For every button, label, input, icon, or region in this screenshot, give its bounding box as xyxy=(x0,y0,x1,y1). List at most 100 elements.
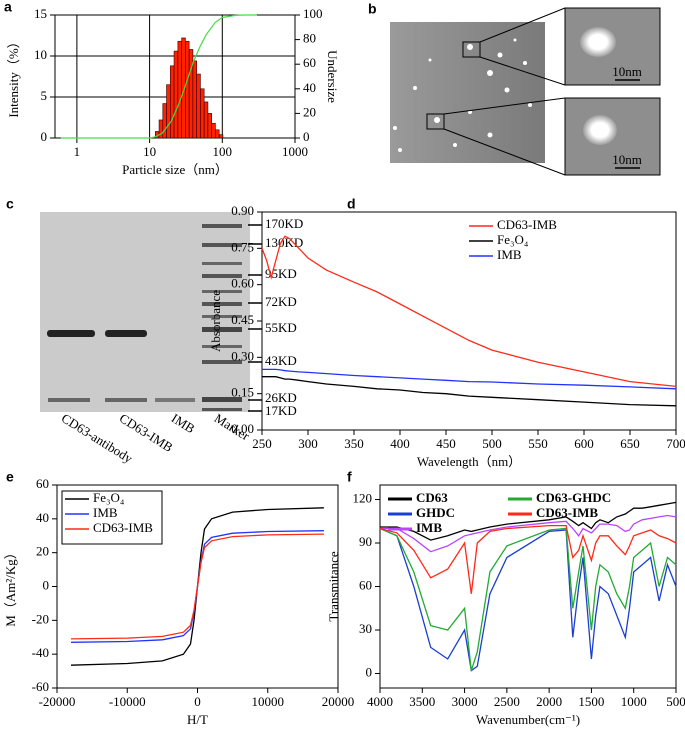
x-tick-label: 300 xyxy=(298,436,318,451)
y-tick-label: 20 xyxy=(36,544,49,559)
bar xyxy=(173,50,179,139)
bar xyxy=(162,103,167,139)
series-line xyxy=(379,527,677,672)
bar xyxy=(185,40,190,139)
particle xyxy=(583,115,617,145)
bar xyxy=(166,84,171,139)
x-tick-label: 500 xyxy=(482,436,502,451)
plot-frame xyxy=(261,211,677,431)
y2-tick-label: 0 xyxy=(303,129,310,144)
scale-label: 10nm xyxy=(612,152,642,167)
bar xyxy=(215,129,220,139)
x-tick-label: 700 xyxy=(666,436,685,451)
y2-tick-label: 60 xyxy=(303,55,316,70)
x-axis-label: H/T xyxy=(187,712,208,727)
series-line xyxy=(380,514,677,553)
x-tick-label: 1500 xyxy=(578,694,604,709)
y-tick-label: 120 xyxy=(353,490,373,505)
x-tick-label: 450 xyxy=(436,436,456,451)
series-line xyxy=(380,501,677,541)
y-axis-label: M（Am²/Kg） xyxy=(3,546,18,626)
marker-label: 170KD xyxy=(265,216,303,231)
series-line xyxy=(261,235,677,388)
y-axis-label: Intensity（%） xyxy=(6,35,21,117)
zoom-box xyxy=(462,41,481,58)
y-tick-label: 5 xyxy=(41,88,48,103)
y-axis-label: Transmitance xyxy=(326,551,341,622)
bar xyxy=(207,113,212,139)
legend-label: CD63-IMB xyxy=(536,505,598,520)
x-tick-label: 2000 xyxy=(536,694,562,709)
y2-axis-label: Undersize xyxy=(325,50,340,103)
y-tick-label: 0.45 xyxy=(231,312,254,327)
x-tick-label: 4000 xyxy=(367,694,393,709)
legend-label: IMB xyxy=(93,505,118,520)
zoom-box xyxy=(426,113,445,130)
bar xyxy=(158,119,164,139)
x-tick-label: 500 xyxy=(666,694,685,709)
y2-tick-label: 20 xyxy=(303,104,316,119)
series-line xyxy=(70,533,324,640)
legend-label: Fe₃O₄ xyxy=(93,490,125,505)
x-tick-label: 1 xyxy=(74,144,81,159)
x-tick-label: 250 xyxy=(252,436,272,451)
marker-label: 43KD xyxy=(265,353,297,368)
x-tick-label: 550 xyxy=(528,436,548,451)
legend-label: IMB xyxy=(497,247,522,262)
x-tick-label: -10000 xyxy=(109,694,146,709)
x-tick-label: 100 xyxy=(213,144,233,159)
x-tick-label: -20000 xyxy=(39,694,76,709)
panel-letter: d xyxy=(347,196,356,212)
x-axis-label: Particle size（nm） xyxy=(122,162,228,177)
scale-label: 10nm xyxy=(612,64,642,79)
series-line xyxy=(379,527,677,671)
bar xyxy=(170,65,175,139)
x-tick-label: 1000 xyxy=(621,694,647,709)
y-tick-label: 40 xyxy=(36,510,49,525)
series-line xyxy=(262,376,677,407)
x-tick-label: 20000 xyxy=(322,694,355,709)
y-tick-label: 30 xyxy=(359,621,372,636)
marker-label: 17KD xyxy=(265,403,297,418)
panel-letter: e xyxy=(6,469,14,485)
bar xyxy=(218,134,224,139)
x-tick-label: 10000 xyxy=(252,694,285,709)
x-tick-label: 3500 xyxy=(409,694,435,709)
x-tick-label: 10 xyxy=(143,144,156,159)
panel-letter: a xyxy=(4,0,12,15)
y-tick-label: 0.00 xyxy=(231,421,254,436)
x-tick-label: 2500 xyxy=(494,694,520,709)
bar xyxy=(196,73,201,139)
y-tick-label: 60 xyxy=(359,577,372,592)
bar xyxy=(177,40,182,139)
legend-label: IMB xyxy=(416,520,442,535)
y2-tick-label: 40 xyxy=(303,80,316,95)
y-tick-label: -40 xyxy=(32,645,49,660)
bar xyxy=(188,49,194,139)
series-line xyxy=(262,368,677,390)
afm-particles xyxy=(393,38,532,152)
y-axis-label: Absorbance xyxy=(208,290,223,352)
gel-bands xyxy=(47,224,242,411)
x-axis-label: Wavelength（nm） xyxy=(417,454,521,469)
y-tick-label: 0.15 xyxy=(231,385,254,400)
legend-label: CD63-IMB xyxy=(497,217,557,232)
bar xyxy=(200,88,205,139)
panel-letter: c xyxy=(6,196,14,212)
y-tick-label: 0.60 xyxy=(231,276,254,291)
marker-label: 130KD xyxy=(265,235,303,250)
y-tick-label: 15 xyxy=(34,6,47,21)
bar xyxy=(192,60,197,139)
cumulative-line xyxy=(60,14,257,139)
bar xyxy=(211,122,216,139)
legend-label: CD63 xyxy=(416,490,448,505)
bar xyxy=(203,101,209,139)
particle xyxy=(580,27,616,57)
y-tick-label: 0 xyxy=(41,129,48,144)
y-tick-label: 0.90 xyxy=(231,203,254,218)
series-line xyxy=(379,524,677,594)
marker-label: 26KD xyxy=(265,390,297,405)
marker-label: 55KD xyxy=(265,320,297,335)
x-tick-label: 400 xyxy=(390,436,410,451)
